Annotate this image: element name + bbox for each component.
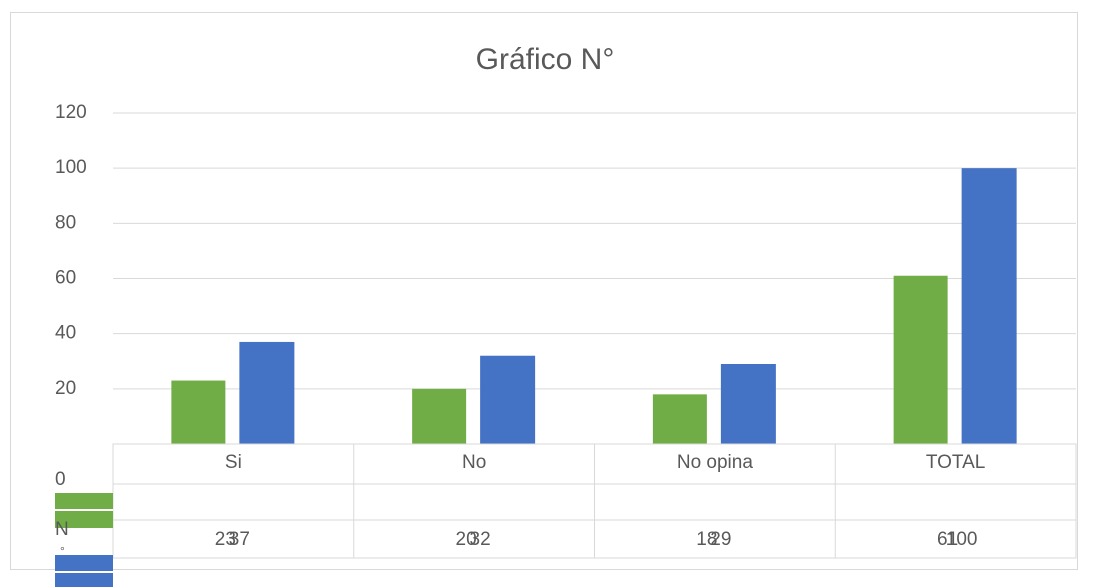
x-tick-label: No <box>462 452 486 473</box>
bar <box>720 364 776 444</box>
legend-label: N <box>55 519 69 540</box>
bar <box>893 275 948 444</box>
table-value: 23 <box>215 529 236 550</box>
x-tick-label: Si <box>225 452 242 473</box>
table-value: 100 <box>946 529 978 550</box>
bar <box>412 388 467 444</box>
table-value: 61 <box>937 529 958 550</box>
chart-title: Gráfico N° <box>476 43 615 76</box>
y-tick-label: 60 <box>55 268 76 289</box>
table-value: 32 <box>470 529 491 550</box>
y-tick-label: 80 <box>55 212 76 233</box>
legend-label: ° <box>60 544 65 558</box>
y-tick-label: 0 <box>55 469 66 490</box>
table-value: 37 <box>229 529 250 550</box>
bar <box>239 341 295 444</box>
y-tick-label: 40 <box>55 323 76 344</box>
y-tick-label: 100 <box>55 157 87 178</box>
y-tick-label: 120 <box>55 102 87 123</box>
table-value: 20 <box>456 529 477 550</box>
bar <box>171 380 226 444</box>
bar <box>961 168 1017 444</box>
table-value: 29 <box>710 529 731 550</box>
table-value: 18 <box>696 529 717 550</box>
y-tick-label: 20 <box>55 378 76 399</box>
bar <box>652 394 707 444</box>
bar <box>480 355 536 444</box>
x-tick-label: TOTAL <box>926 452 985 473</box>
x-tick-label: No opina <box>677 452 753 473</box>
